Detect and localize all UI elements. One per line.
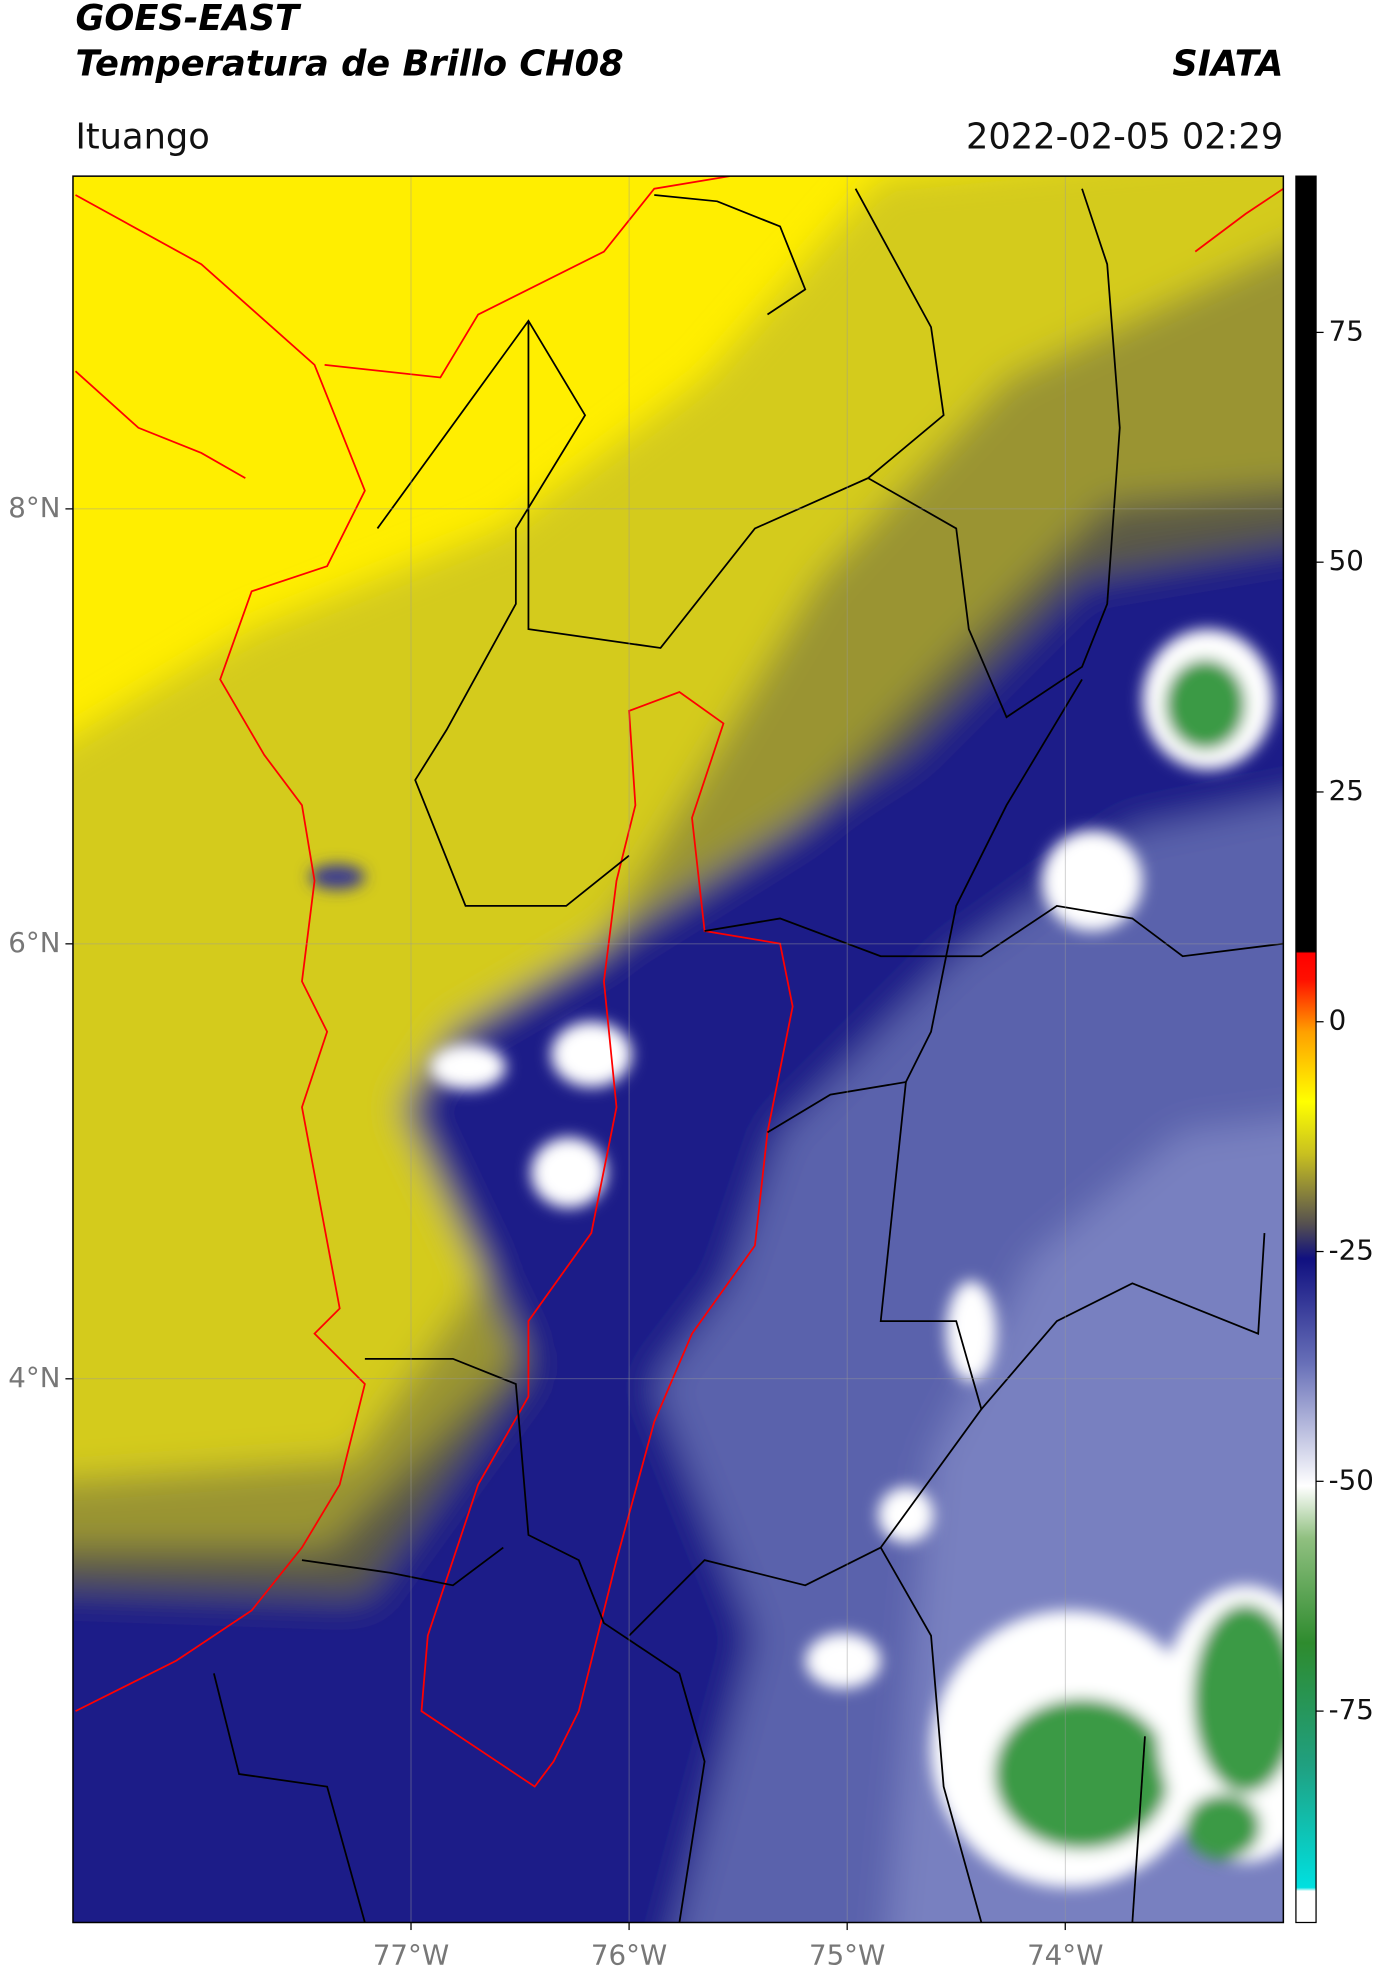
x-tick-label: 74°W (1027, 1938, 1103, 1971)
title: GOES-EAST (75, 0, 302, 39)
colorbar-tick-label: 75 (1329, 314, 1364, 347)
colorbar-tick-label: -25 (1329, 1234, 1374, 1267)
axes: 77°W 76°W 75°W 74°W 8°N 6°N 4°N 75 50 25 0 -25 -50 -7… (8, 314, 1374, 1971)
y-tick-label: 6°N (8, 926, 60, 959)
org: SIATA (1172, 43, 1283, 84)
imagery (72, 176, 1284, 1923)
y-tick-label: 8°N (8, 491, 60, 524)
boundaries (74, 176, 1284, 1923)
datetime: 2022-02-05 02:29 (966, 116, 1283, 157)
gridlines (72, 176, 1284, 1923)
colorbar-tick-label: 0 (1329, 1004, 1347, 1037)
cloud-fields (72, 176, 1284, 1923)
x-tick-label: 75°W (809, 1938, 885, 1971)
subtitle: Temperatura de Brillo CH08 (75, 43, 623, 84)
colorbar-tick-label: -50 (1329, 1463, 1374, 1496)
colorbar-tick-label: 50 (1329, 544, 1364, 577)
cold-tops (309, 629, 1284, 1888)
colorbar-tick-label: 25 (1329, 774, 1364, 807)
map-frame (72, 175, 1285, 1924)
location: Ituango (75, 116, 209, 157)
x-tick-label: 76°W (591, 1938, 667, 1971)
colorbar-tick-label: -75 (1329, 1693, 1374, 1726)
colorbar (1295, 175, 1317, 1924)
y-tick-label: 4°N (8, 1361, 60, 1394)
x-tick-label: 77°W (373, 1938, 449, 1971)
